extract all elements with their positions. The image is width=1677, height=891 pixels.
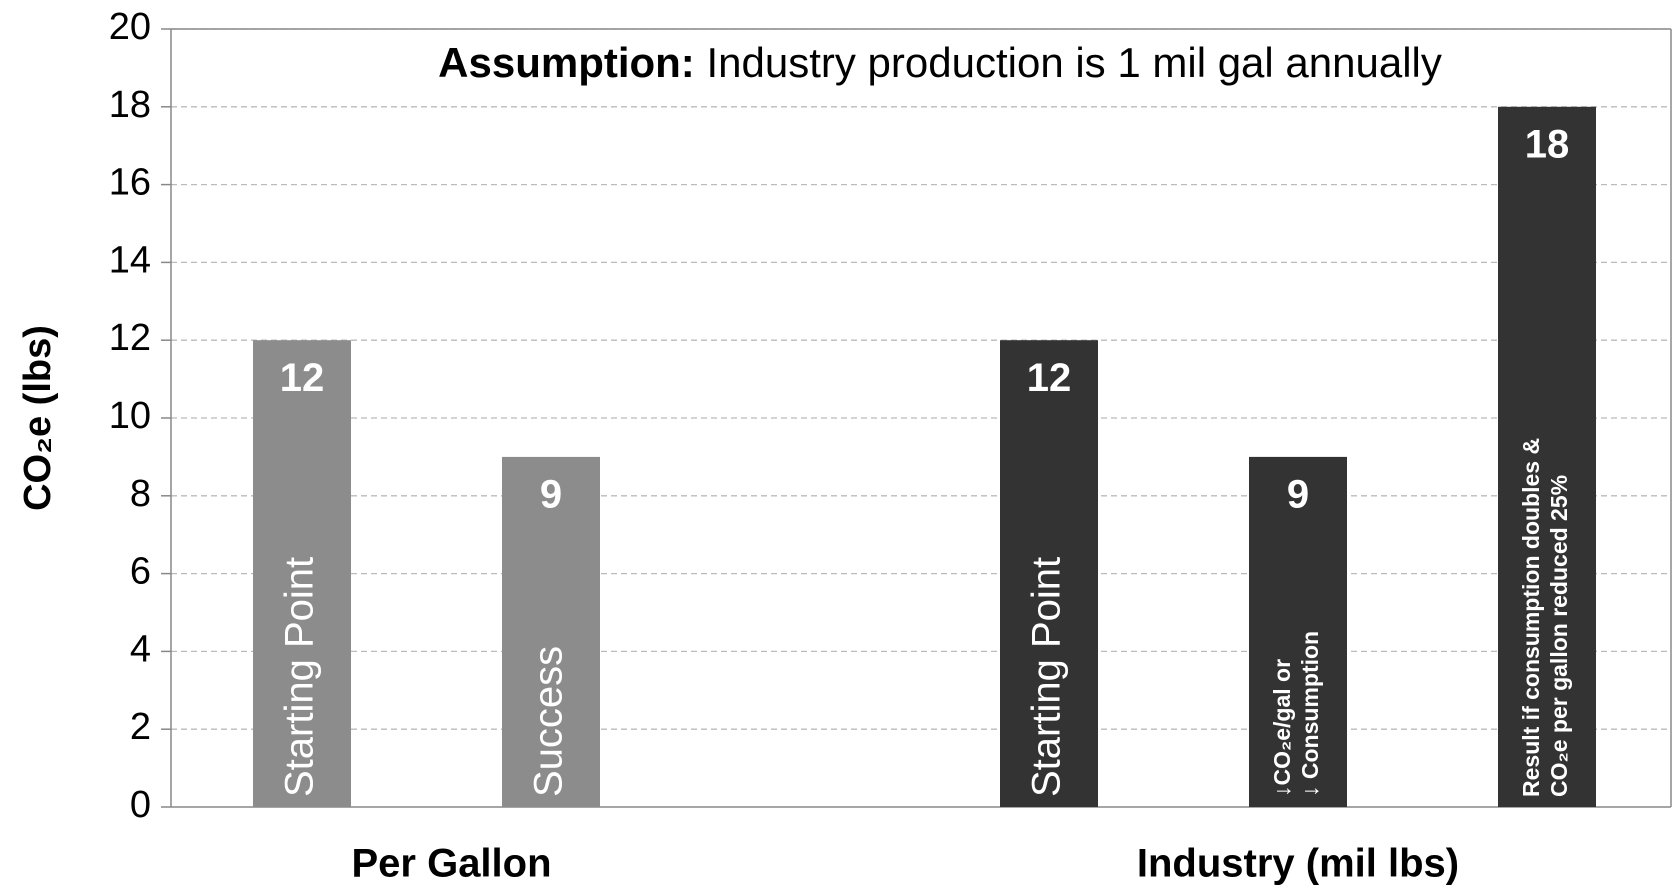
group-label: Per Gallon (351, 842, 551, 886)
bar-label: Result if consumption doubles & (1518, 438, 1544, 797)
bar-label: Starting Point (278, 557, 322, 797)
bar (253, 340, 351, 807)
y-tick-label: 4 (130, 628, 151, 670)
bar (1000, 340, 1098, 807)
data-label: 12 (280, 356, 325, 400)
data-label: 18 (1525, 122, 1570, 166)
bar-label: Success (527, 646, 571, 797)
data-label: 12 (1027, 356, 1072, 400)
bar-label: CO₂e per gallon reduced 25% (1546, 475, 1572, 797)
y-tick-label: 10 (109, 395, 151, 437)
bar (1249, 456, 1347, 807)
data-label: 9 (1287, 472, 1309, 516)
bar-label: Starting Point (1025, 557, 1069, 797)
bar (502, 456, 600, 807)
chart-title: Assumption: Industry production is 1 mil… (438, 39, 1442, 86)
y-tick-label: 6 (130, 551, 151, 593)
y-tick-label: 20 (109, 6, 151, 48)
data-label: 9 (540, 472, 562, 516)
y-tick-label: 0 (130, 784, 151, 826)
bar (1498, 106, 1596, 808)
y-tick-label: 2 (130, 706, 151, 748)
y-tick-label: 18 (109, 84, 151, 126)
title-bold: Assumption: (438, 39, 695, 86)
y-tick-label: 8 (130, 473, 151, 515)
bar-label: ↓CO₂e/gal or (1269, 659, 1295, 797)
group-label: Industry (mil lbs) (1137, 842, 1459, 886)
y-axis-label: CO₂e (lbs) (17, 325, 59, 511)
title-text: Industry production is 1 mil gal annuall… (706, 39, 1441, 86)
y-tick-label: 12 (109, 317, 151, 359)
bar-label: ↓ Consumption (1297, 631, 1323, 797)
y-tick-label: 16 (109, 162, 151, 204)
y-tick-label: 14 (109, 239, 151, 281)
